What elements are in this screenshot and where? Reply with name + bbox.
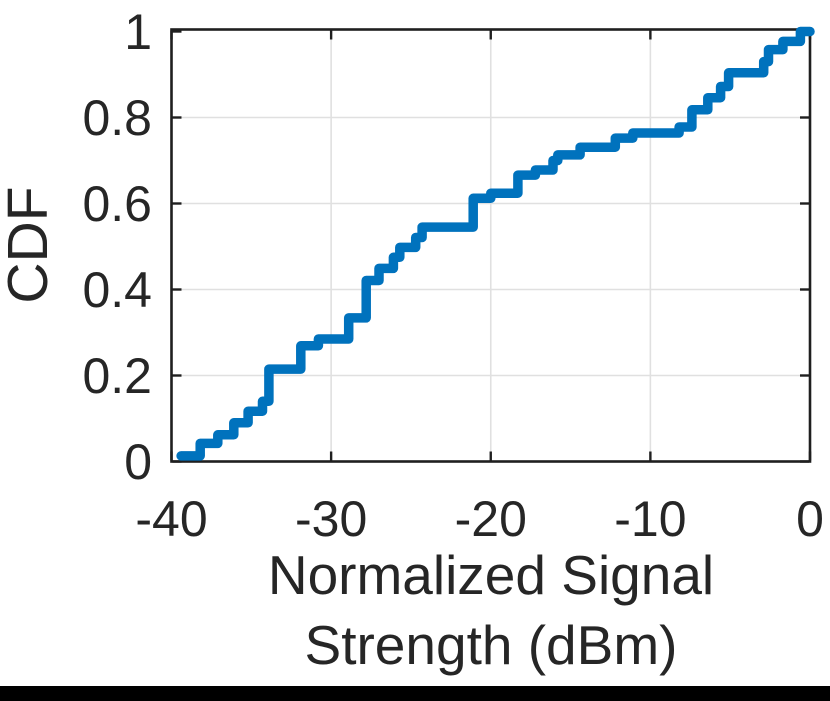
x-axis-title-line1: Normalized Signal <box>267 544 715 606</box>
x-tick-label: -40 <box>135 491 208 547</box>
y-tick-label: 0.8 <box>82 89 152 146</box>
y-tick-label: 0.4 <box>82 261 152 318</box>
x-tick-label: -20 <box>454 491 527 547</box>
y-tick-label: 0 <box>124 433 152 490</box>
x-axis-title-line2: Strength (dBm) <box>304 614 678 676</box>
y-tick-label: 1 <box>124 3 152 60</box>
bottom-black-bar <box>0 686 830 701</box>
x-tick-label: 0 <box>796 491 824 547</box>
plot-box <box>170 28 812 463</box>
x-tick-label: -10 <box>614 491 687 547</box>
y-tick-label: 0.2 <box>82 347 152 404</box>
cdf-curve <box>176 26 815 461</box>
gridlines <box>171 29 810 462</box>
y-axis-title: CDF <box>0 186 60 304</box>
x-tick-label: -30 <box>294 491 368 547</box>
y-tick-label: 0.6 <box>82 175 152 232</box>
